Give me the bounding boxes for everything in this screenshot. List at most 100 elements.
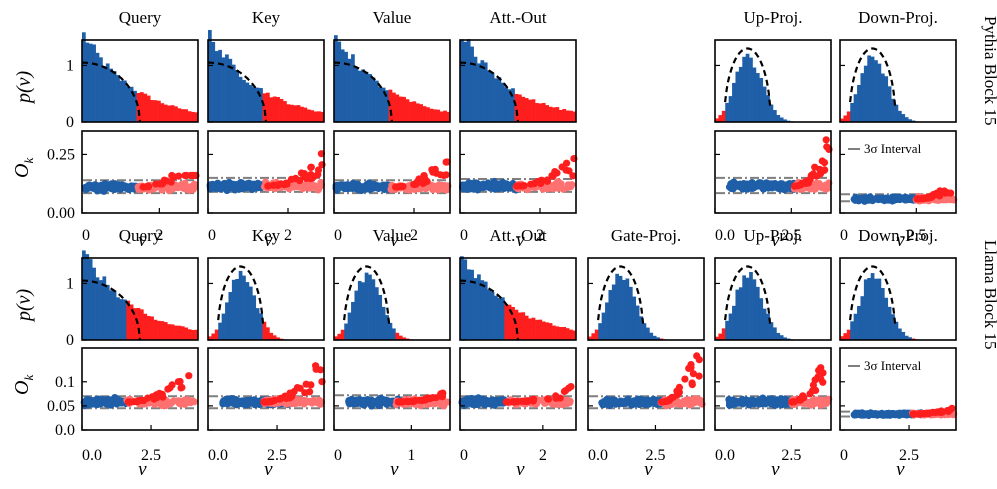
scatter-point bbox=[552, 394, 560, 402]
scatter-point bbox=[688, 381, 696, 389]
hist-bar bbox=[252, 295, 257, 340]
hist-frame bbox=[207, 257, 325, 341]
hist-bar bbox=[347, 312, 352, 340]
scatter-point bbox=[913, 195, 921, 203]
scatter-point bbox=[812, 172, 821, 180]
theory-curve bbox=[82, 61, 142, 123]
scatter-frame bbox=[459, 347, 577, 431]
hist-bar bbox=[364, 272, 369, 340]
hist-bar bbox=[541, 321, 546, 340]
scatter-frame bbox=[839, 130, 957, 214]
hist-bar bbox=[745, 53, 750, 123]
scatter-point bbox=[486, 182, 494, 190]
hist-bar bbox=[725, 102, 729, 122]
hist-frame bbox=[459, 257, 577, 341]
panel-title: Value bbox=[373, 226, 412, 245]
scatter-y-tick-label: 0.1 bbox=[55, 374, 75, 391]
scatter-point bbox=[118, 183, 126, 191]
hist-bar bbox=[214, 51, 219, 123]
hist-bar bbox=[286, 104, 291, 122]
hist-bar bbox=[334, 336, 338, 340]
scatter-point bbox=[167, 400, 175, 408]
scatter-point bbox=[261, 398, 269, 406]
scatter-point bbox=[301, 389, 309, 397]
hist-frame bbox=[333, 257, 451, 341]
scatter-point bbox=[814, 373, 822, 381]
panel-att-out: Att.-Out 0 2ν bbox=[459, 8, 578, 251]
x-tick-label: 0.0 bbox=[82, 447, 102, 464]
hist-bar bbox=[483, 62, 488, 122]
hist-bar bbox=[398, 96, 403, 122]
hist-bar bbox=[735, 289, 740, 340]
scatter-frame bbox=[459, 130, 577, 214]
hist-frame bbox=[459, 39, 577, 123]
hist-bar bbox=[511, 88, 515, 122]
scatter-point bbox=[283, 180, 291, 188]
scatter-point bbox=[431, 183, 439, 192]
x-axis-label: ν bbox=[138, 459, 147, 480]
hist-bar bbox=[728, 313, 733, 340]
hist-frame bbox=[587, 257, 705, 341]
hist-bar bbox=[255, 87, 260, 122]
scatter-y-label-sub: k bbox=[21, 158, 36, 164]
scatter-point bbox=[881, 195, 889, 203]
hist-bar bbox=[635, 305, 640, 340]
hist-bar bbox=[310, 110, 315, 122]
hist-bar bbox=[588, 336, 592, 340]
hist-bar bbox=[109, 290, 113, 340]
scatter-point bbox=[287, 175, 295, 183]
scatter-point bbox=[881, 411, 889, 419]
hist-bar bbox=[742, 275, 746, 340]
x-tick-label: 2.5 bbox=[645, 447, 665, 464]
hist-bar bbox=[317, 111, 321, 122]
hist-bar bbox=[528, 318, 532, 340]
hist-bar bbox=[293, 105, 297, 122]
hist-bar bbox=[191, 111, 195, 122]
hist-bar bbox=[248, 286, 253, 340]
hist-bar bbox=[395, 94, 400, 122]
hist-bar bbox=[174, 325, 178, 340]
scatter-point bbox=[412, 180, 420, 188]
hist-bar bbox=[405, 99, 410, 122]
hist-frame bbox=[207, 39, 325, 123]
hist-bar bbox=[642, 323, 647, 340]
hist-bar bbox=[398, 335, 403, 340]
hist-bar bbox=[460, 256, 464, 340]
hist-bar bbox=[853, 313, 858, 340]
hist-bar bbox=[555, 107, 560, 122]
scatter-point bbox=[934, 191, 942, 199]
x-tick-label: 1 bbox=[407, 447, 415, 464]
hist-bar bbox=[133, 308, 137, 340]
hist-bar bbox=[112, 71, 117, 122]
hist-bar bbox=[112, 290, 117, 340]
scatter-frame bbox=[333, 347, 451, 431]
scatter-point bbox=[186, 398, 194, 407]
hist-bar bbox=[140, 309, 144, 340]
hist-bar bbox=[514, 93, 519, 122]
hist-bar bbox=[313, 111, 318, 122]
hist-bar bbox=[357, 70, 362, 122]
theory-curve bbox=[217, 265, 265, 324]
hist-bar bbox=[296, 105, 301, 122]
hist-bar bbox=[88, 43, 93, 122]
hist-bar bbox=[255, 308, 260, 340]
hist-bar bbox=[649, 332, 654, 340]
hist-bar bbox=[351, 54, 355, 123]
scatter-point bbox=[562, 166, 570, 174]
hist-bar bbox=[371, 77, 376, 122]
scatter-point bbox=[823, 184, 831, 192]
hist-bar bbox=[494, 295, 498, 340]
hist-bar bbox=[194, 329, 199, 340]
hist-bar bbox=[887, 306, 892, 340]
x-tick-label: 0 bbox=[460, 227, 468, 244]
x-axis-label: ν bbox=[771, 230, 780, 251]
hist-bar bbox=[126, 86, 131, 122]
x-tick-label: 2.5 bbox=[899, 447, 919, 464]
scatter-point bbox=[83, 185, 91, 193]
legend-label: 3σ Interval bbox=[864, 358, 922, 373]
group-label: Llama Block 15 bbox=[981, 240, 997, 350]
hist-bar bbox=[487, 289, 491, 340]
hist-bar bbox=[225, 54, 229, 122]
scatter-point bbox=[288, 390, 296, 398]
hist-bar bbox=[755, 286, 760, 340]
